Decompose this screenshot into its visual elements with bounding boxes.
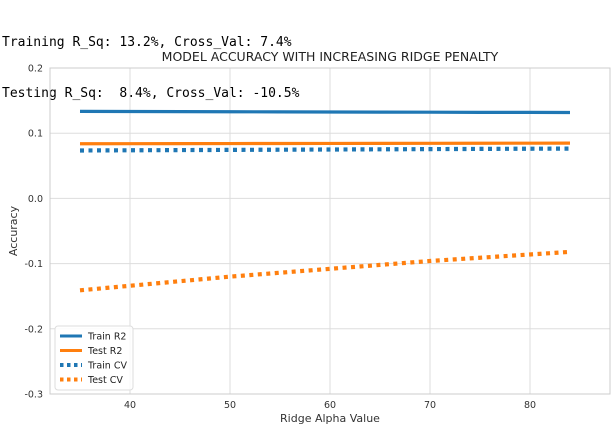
- y-axis-title: Accuracy: [7, 205, 20, 256]
- y-tick-label: -0.3: [24, 390, 43, 401]
- legend-label: Test R2: [87, 346, 122, 357]
- x-tick-label: 60: [324, 400, 336, 411]
- y-tick-label: -0.2: [24, 324, 43, 335]
- y-tick-label: -0.1: [24, 259, 43, 270]
- series-lines: [79, 109, 571, 293]
- plot-area-frame: [49, 67, 611, 395]
- legend-label: Train R2: [87, 332, 126, 343]
- x-axis-title: Ridge Alpha Value: [280, 412, 380, 425]
- legend-box: [54, 325, 134, 391]
- grid-lines: [50, 67, 610, 395]
- console-output: Training R_Sq: 13.2%, Cross_Val: 7.4% Te…: [2, 0, 299, 119]
- tick-labels: 40 50 60 70 80 -0.3 -0.2 -0.1 0.0 0.1 0.2: [24, 64, 536, 412]
- testing-score-line: Testing R_Sq: 8.4%, Cross_Val: -10.5%: [2, 86, 300, 101]
- y-tick-label: 0.1: [28, 129, 43, 140]
- x-tick-label: 50: [224, 400, 236, 411]
- x-tick-label: 70: [424, 400, 436, 411]
- x-tick-label: 80: [524, 400, 536, 411]
- x-tick-label: 40: [124, 400, 136, 411]
- series-line-train-cv: [79, 146, 571, 153]
- legend-label: Train CV: [87, 361, 127, 372]
- chart-title: MODEL ACCURACY WITH INCREASING RIDGE PEN…: [162, 49, 499, 64]
- series-line-test-r2: [79, 141, 571, 146]
- legend-label: Test CV: [87, 375, 123, 386]
- training-score-line: Training R_Sq: 13.2%, Cross_Val: 7.4%: [2, 35, 292, 50]
- legend: Train R2 Test R2 Train CV Test CV: [54, 325, 134, 391]
- series-line-train-r2: [79, 109, 571, 115]
- series-line-test-cv: [79, 249, 571, 293]
- y-tick-label: 0.2: [28, 64, 43, 75]
- y-tick-label: 0.0: [28, 194, 43, 205]
